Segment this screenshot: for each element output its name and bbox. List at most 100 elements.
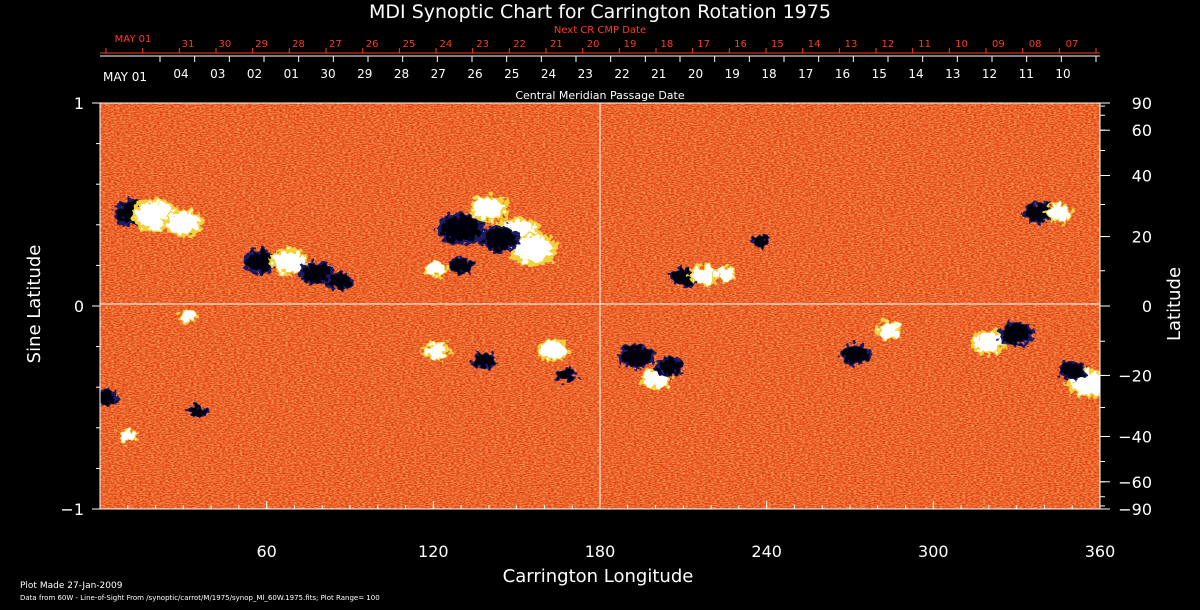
top-red-tick-label: 18	[660, 39, 673, 50]
region-core	[100, 390, 116, 404]
active-region-positive	[536, 339, 569, 362]
y-right-tick-label: −20	[1118, 366, 1152, 385]
active-region-negative	[998, 322, 1035, 347]
region-core	[1002, 324, 1032, 345]
top-red-tick-label: 20	[587, 39, 600, 50]
x-tick-label: 240	[751, 542, 782, 561]
region-core	[1061, 363, 1084, 379]
y-right-tick-label: 90	[1132, 94, 1152, 113]
region-core	[539, 341, 566, 360]
region-core	[473, 354, 493, 368]
top-white-tick-label: 10	[1055, 67, 1070, 81]
x-tick-label: 60	[256, 542, 276, 561]
region-core	[426, 262, 446, 277]
active-region-positive	[117, 429, 138, 443]
top-red-tick-label: 27	[329, 39, 342, 50]
region-core	[327, 273, 351, 290]
top-white-axis-title: Central Meridian Passage Date	[515, 89, 684, 102]
region-core	[189, 406, 206, 418]
top-red-tick-label: 09	[992, 39, 1005, 50]
y-left-tick-label: 0	[74, 297, 84, 316]
x-tick-label: 300	[918, 542, 949, 561]
top-white-tick-label: 25	[504, 67, 519, 81]
y-axis-label-left: Sine Latitude	[24, 245, 45, 364]
top-white-tick-label: 30	[320, 67, 335, 81]
top-white-tick-label: 28	[394, 67, 409, 81]
top-white-tick-label: 18	[761, 67, 776, 81]
top-red-tick-label: MAY 01	[115, 34, 152, 45]
region-core	[692, 266, 719, 285]
top-white-tick-label: 12	[982, 67, 997, 81]
top-white-tick-label: 13	[945, 67, 960, 81]
x-tick-label: 120	[418, 542, 449, 561]
top-white-tick-label: MAY 01	[103, 70, 147, 84]
top-red-tick-label: 28	[292, 39, 305, 50]
active-region-negative	[839, 343, 872, 366]
top-red-tick-label: 26	[366, 39, 379, 50]
top-red-tick-label: 17	[697, 39, 710, 50]
region-core	[302, 263, 332, 284]
active-region-negative	[480, 225, 520, 253]
region-core	[672, 269, 695, 286]
active-region-positive	[1044, 202, 1073, 223]
top-white-tick-label: 15	[872, 67, 887, 81]
footer-data-source: Data from 60W - Line-of-Sight From /syno…	[20, 594, 380, 602]
top-white-tick-label: 29	[357, 67, 372, 81]
top-red-tick-label: 11	[918, 39, 931, 50]
top-red-tick-label: 08	[1029, 39, 1042, 50]
right-axis: 90 60 40 20 0 −20 −40 −60 −90	[1100, 94, 1152, 519]
top-red-tick-label: 16	[734, 39, 747, 50]
active-region-negative	[655, 357, 684, 377]
top-white-tick-label: 22	[614, 67, 629, 81]
top-red-tick-label: 07	[1066, 39, 1079, 50]
top-red-tick-label: 29	[255, 39, 268, 50]
top-red-tick-label: 21	[550, 39, 563, 50]
x-tick-label: 360	[1085, 542, 1116, 561]
top-red-tick-label: 31	[182, 39, 195, 50]
region-core	[974, 332, 1004, 353]
top-red-tick-label: 19	[624, 39, 637, 50]
active-region-positive	[422, 341, 451, 361]
y-right-tick-label: 60	[1132, 121, 1152, 140]
top-white-tick-label: 27	[431, 67, 446, 81]
top-white-tick-label: 14	[908, 67, 923, 81]
top-red-tick-label: 13	[845, 39, 858, 50]
active-region-negative	[437, 212, 486, 246]
active-region-positive	[970, 330, 1007, 355]
top-white-tick-label: 19	[725, 67, 740, 81]
y-right-tick-label: 0	[1142, 297, 1152, 316]
region-core	[877, 322, 901, 339]
y-left-tick-label: −1	[60, 500, 84, 519]
left-axis: 1 0 −1	[60, 94, 100, 519]
top-red-tick-label: 23	[476, 39, 489, 50]
region-core	[441, 215, 481, 243]
x-axis-label: Carrington Longitude	[503, 566, 694, 587]
region-core	[842, 345, 869, 364]
top-white-tick-label: 26	[467, 67, 482, 81]
active-regions	[100, 194, 1100, 443]
region-core	[472, 197, 505, 220]
region-core	[558, 369, 575, 381]
active-region-negative	[449, 257, 474, 274]
active-region-positive	[178, 309, 199, 324]
top-white-axis: MAY 01 04 03 02 01 30 29 28 27 26 25 24 23 22 21 20 19 18…	[100, 55, 1100, 84]
top-red-tick-label: 30	[218, 39, 231, 50]
y-left-tick-label: 1	[74, 94, 84, 113]
chart-title: MDI Synoptic Chart for Carrington Rotati…	[369, 1, 831, 23]
active-region-negative	[1058, 361, 1087, 381]
top-red-tick-label: 10	[955, 39, 968, 50]
top-red-tick-label: 12	[881, 39, 894, 50]
region-core	[484, 228, 516, 251]
active-region-positive	[689, 264, 722, 287]
bottom-axis: 60 120 180 240 300 360	[127, 501, 1116, 561]
active-region-negative	[243, 248, 280, 274]
top-white-tick-label: 17	[798, 67, 813, 81]
top-red-axis-title: Next CR CMP Date	[554, 25, 646, 36]
top-red-tick-label: 14	[808, 39, 821, 50]
x-tick-label: 180	[585, 542, 616, 561]
region-core	[1047, 204, 1070, 221]
active-region-negative	[100, 389, 118, 406]
active-region-negative	[618, 344, 655, 370]
region-core	[272, 250, 305, 273]
